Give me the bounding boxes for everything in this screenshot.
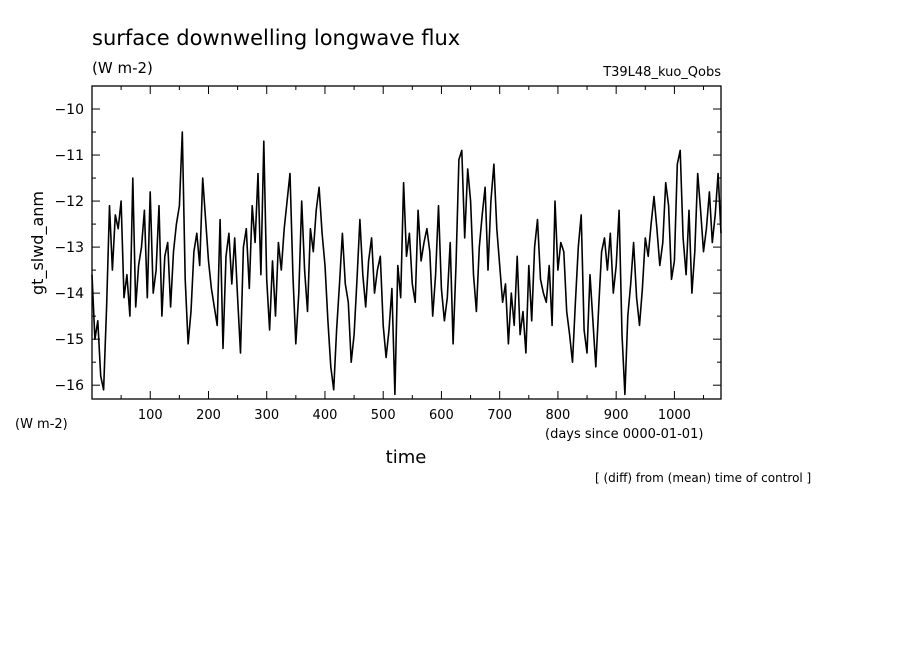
footnote: [ (diff) from (mean) time of control ] [595,471,811,485]
x-tick-label: 800 [546,408,571,423]
x-tick-label: 900 [604,408,629,423]
y-tick-label: −11 [54,148,84,164]
chart-title: surface downwelling longwave flux [92,26,460,50]
ticks-layer: 100 200 300 400 500 600 700 800 900 1000 −16 −15 −14… [54,85,721,423]
x-axis-label: time [386,447,427,468]
x-tick-label: 100 [138,408,163,423]
x-tick-label: 500 [371,408,396,423]
plot-frame [91,85,722,400]
y-tick-label: −10 [54,102,84,118]
series-line [91,131,722,396]
x-tick-label: 1000 [658,408,691,423]
units-label-left: (W m-2) [15,417,68,432]
y-tick-label: −12 [54,194,84,210]
y-tick-label: −13 [54,240,84,256]
x-tick-label: 300 [254,408,279,423]
y-tick-label: −14 [54,286,84,302]
y-tick-label: −15 [54,332,84,348]
series-layer [91,131,722,396]
run-label: T39L48_kuo_Qobs [602,65,721,80]
x-tick-label: 600 [429,408,454,423]
units-label-top: (W m-2) [92,59,153,77]
x-units-note: (days since 0000-01-01) [545,427,703,442]
y-tick-label: −16 [54,378,84,394]
x-tick-label: 700 [487,408,512,423]
x-tick-label: 200 [196,408,221,423]
y-axis-label: gt_slwd_anm [28,191,48,295]
x-tick-label: 400 [313,408,338,423]
